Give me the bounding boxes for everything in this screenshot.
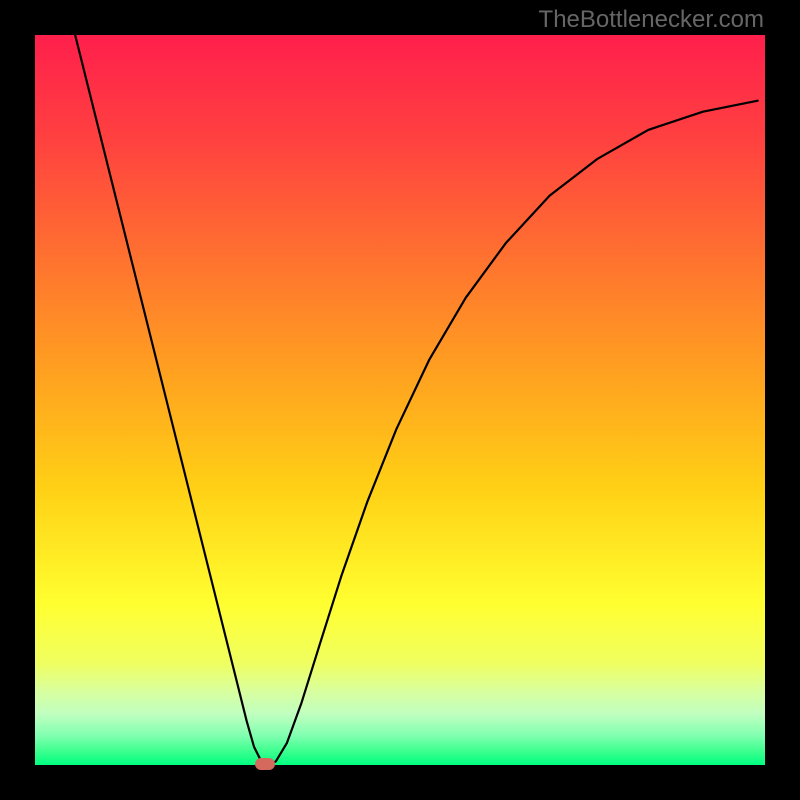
plot-area <box>35 35 765 765</box>
gradient-background <box>35 35 765 765</box>
optimum-marker <box>255 758 275 770</box>
chart-wrapper: TheBottlenecker.com <box>0 0 800 800</box>
watermark-text: TheBottlenecker.com <box>539 6 764 34</box>
